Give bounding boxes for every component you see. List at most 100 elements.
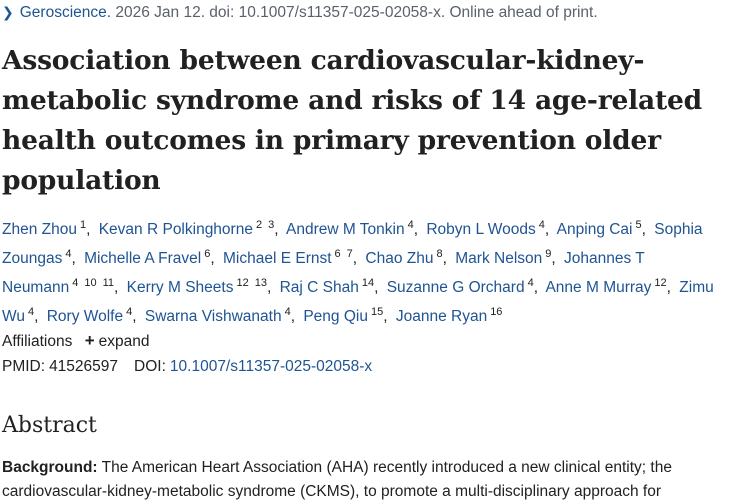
affiliation-number[interactable]: 10 <box>84 277 97 289</box>
pmid-label: PMID: <box>2 358 46 375</box>
author-separator: , <box>34 308 39 325</box>
abstract-heading: Abstract <box>2 413 97 438</box>
affiliation-number[interactable]: 7 <box>346 248 353 260</box>
author-name-link[interactable]: Anping Cai <box>556 221 633 238</box>
article-title: Association between cardiovascular-kidne… <box>2 45 702 196</box>
author-item: Zimu Wu 4 <box>2 279 714 325</box>
affiliation-number[interactable]: 8 <box>436 248 443 260</box>
background-text: The American Heart Association (AHA) rec… <box>2 459 672 500</box>
author-name-link[interactable]: Michael E Ernst <box>223 250 332 267</box>
author-name-link[interactable]: Zimu Wu <box>2 279 714 325</box>
affiliation-number[interactable]: 1 <box>79 219 87 231</box>
author-item: Joanne Ryan 16 <box>395 306 503 325</box>
author-name-link[interactable]: Andrew M Tonkin <box>285 221 405 238</box>
author-separator: , <box>210 250 215 267</box>
author-name-link[interactable]: Swarna Vishwanath <box>144 308 282 325</box>
affiliation-numbers: 5 <box>636 219 642 231</box>
author-name-link[interactable]: Robyn L Woods <box>426 221 536 238</box>
affiliation-numbers: 9 <box>545 248 551 260</box>
author-separator: , <box>551 250 556 267</box>
doi-link[interactable]: 10.1007/s11357-025-02058-x <box>169 358 373 375</box>
chevron-right-icon: ❯ <box>2 4 14 20</box>
author-separator: , <box>266 279 272 296</box>
author-item: Mark Nelson 9 <box>455 248 551 267</box>
affiliation-number[interactable]: 4 <box>27 306 35 318</box>
abstract-text: Background: The American Heart Associati… <box>2 456 742 504</box>
affiliation-number[interactable]: 4 <box>72 277 79 289</box>
author-name-link[interactable]: Sophia Zoungas <box>2 221 703 267</box>
affiliation-number[interactable]: 4 <box>538 219 545 231</box>
expand-button[interactable]: + expand <box>84 331 150 350</box>
affiliation-number[interactable]: 9 <box>545 248 552 260</box>
doi-label: DOI: <box>134 358 166 375</box>
affiliation-number[interactable]: 13 <box>254 277 267 289</box>
plus-icon: + <box>84 331 95 350</box>
journal-link[interactable]: Geroscience. <box>19 4 112 21</box>
author-item: Michelle A Fravel 6 <box>84 248 210 267</box>
author-separator: , <box>114 279 119 296</box>
affiliation-numbers: 16 <box>490 306 502 318</box>
author-name-link[interactable]: Raj C Shah <box>279 279 359 296</box>
author-separator: , <box>352 250 358 267</box>
affiliation-numbers: 6 <box>204 248 210 260</box>
author-item: Michael E Ernst 6 7 <box>223 248 353 267</box>
affiliation-number[interactable]: 4 <box>65 248 72 260</box>
author-name-link[interactable]: Kevan R Polkinghorne <box>98 221 253 238</box>
author-item: Swarna Vishwanath 4 <box>144 306 291 325</box>
author-item: Robyn L Woods 4 <box>426 219 545 238</box>
affiliation-numbers: 4 <box>528 277 534 289</box>
affiliation-number[interactable]: 12 <box>654 277 667 289</box>
author-item: Raj C Shah 14 <box>279 277 375 296</box>
affiliation-number[interactable]: 2 <box>255 219 263 231</box>
author-name-link[interactable]: Kerry M Sheets <box>126 279 234 296</box>
affiliation-number[interactable]: 4 <box>284 306 291 318</box>
author-separator: , <box>533 279 539 296</box>
author-name-link[interactable]: Rory Wolfe <box>46 308 124 325</box>
affiliation-numbers: 4 <box>65 248 71 260</box>
affiliation-number[interactable]: 11 <box>102 277 115 289</box>
author-separator: , <box>132 308 137 325</box>
citation-text: 2026 Jan 12. doi: 10.1007/s11357-025-020… <box>111 4 598 21</box>
affiliation-numbers: 4 <box>285 306 291 318</box>
affiliation-number[interactable]: 5 <box>635 219 642 231</box>
author-name-link[interactable]: Suzanne G Orchard <box>386 279 525 296</box>
affiliation-numbers: 12 13 <box>236 277 267 289</box>
affiliation-number[interactable]: 4 <box>527 277 534 289</box>
author-name-link[interactable]: Anne M Murray <box>545 279 652 296</box>
author-separator: , <box>374 279 379 296</box>
author-separator: , <box>544 221 550 238</box>
affiliation-number[interactable]: 15 <box>370 306 384 318</box>
author-item: Kerry M Sheets 12 13 <box>126 277 267 296</box>
affiliation-numbers: 4 <box>408 219 414 231</box>
journal-citation: ❯ Geroscience. 2026 Jan 12. doi: 10.1007/… <box>2 4 598 22</box>
affiliation-number[interactable]: 6 <box>204 248 211 260</box>
author-name-link[interactable]: Mark Nelson <box>455 250 543 267</box>
author-name-link[interactable]: Zhen Zhou <box>2 221 77 238</box>
affiliation-number[interactable]: 6 <box>334 248 341 260</box>
affiliation-number[interactable]: 12 <box>236 277 249 289</box>
author-separator: , <box>413 221 419 238</box>
affiliation-number[interactable]: 14 <box>361 277 375 289</box>
author-name-link[interactable]: Joanne Ryan <box>395 308 488 325</box>
affiliation-number[interactable]: 4 <box>407 219 414 231</box>
affiliation-number[interactable]: 4 <box>126 306 133 318</box>
author-name-link[interactable]: Chao Zhu <box>365 250 434 267</box>
author-item: Andrew M Tonkin 4 <box>285 219 414 238</box>
author-separator: , <box>666 279 671 296</box>
affiliation-numbers: 14 <box>362 277 374 289</box>
author-item: Sophia Zoungas 4 <box>2 221 703 267</box>
affiliation-number[interactable]: 16 <box>490 306 503 318</box>
author-item: Suzanne G Orchard 4 <box>386 277 534 296</box>
author-name-link[interactable]: Michelle A Fravel <box>84 250 202 267</box>
author-name-link[interactable]: Peng Qiu <box>303 308 368 325</box>
author-separator: , <box>641 221 646 238</box>
author-name-link[interactable]: Johannes T Neumann <box>2 250 645 296</box>
author-item: Anping Cai 5 <box>556 219 642 238</box>
author-separator: , <box>383 308 388 325</box>
affiliation-number[interactable]: 3 <box>268 219 275 231</box>
affiliation-numbers: 15 <box>371 306 383 318</box>
author-separator: , <box>274 221 279 238</box>
